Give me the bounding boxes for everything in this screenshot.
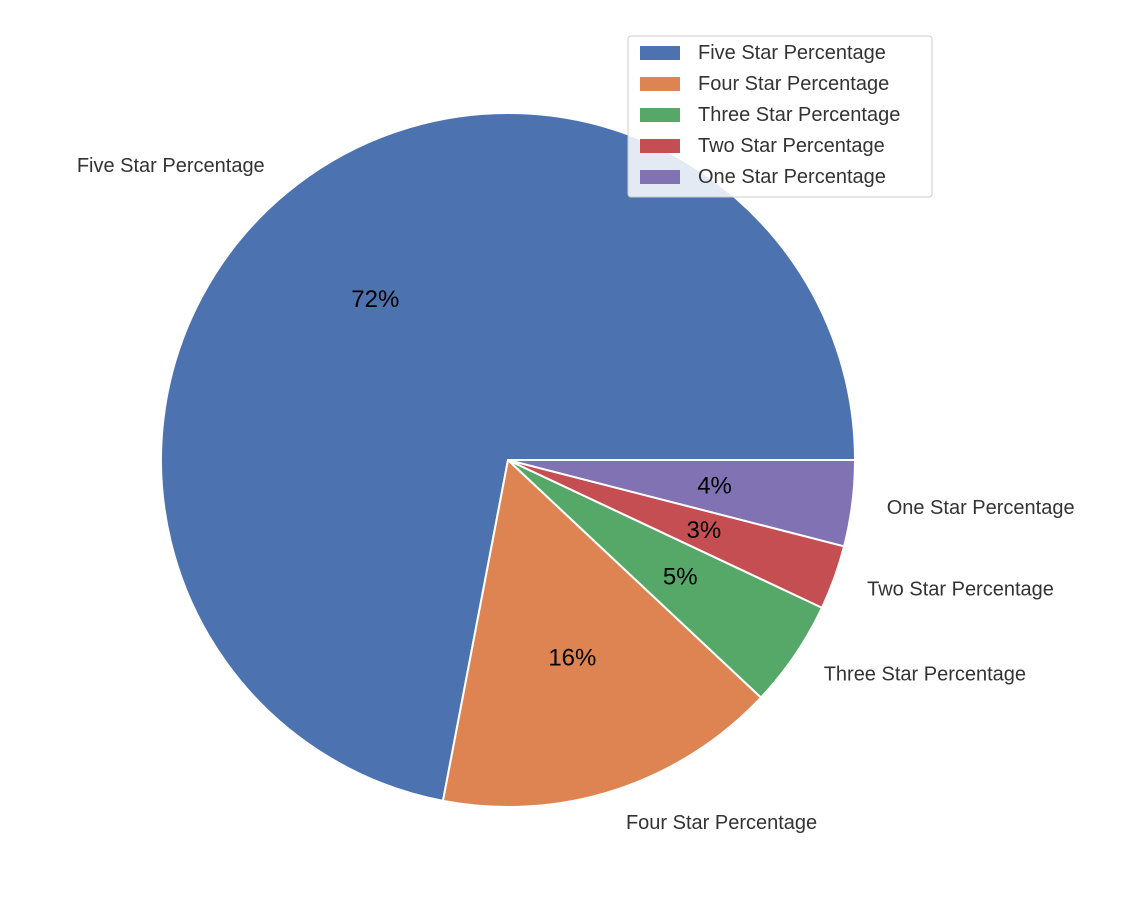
legend: Five Star Percentage Four Star Percentage… <box>627 35 933 198</box>
legend-swatch-two-star-percentage <box>640 139 680 153</box>
legend-swatch-four-star-percentage <box>640 77 680 91</box>
legend-label-three-star-percentage: Three Star Percentage <box>698 104 900 126</box>
percentage-labels: 72% 16% 5% 3% 4% <box>351 286 732 671</box>
legend-label-two-star-percentage: Two Star Percentage <box>698 135 885 157</box>
slice-four-star-percentage <box>441 459 762 808</box>
pct-label-two-star-percentage: 3% <box>687 517 722 544</box>
category-label-five-star-percentage: Five Star Percentage <box>77 155 265 177</box>
category-label-one-star-percentage: One Star Percentage <box>887 497 1075 519</box>
legend-swatch-one-star-percentage <box>640 170 680 184</box>
legend-swatch-five-star-percentage <box>640 46 680 60</box>
pct-label-three-star-percentage: 5% <box>663 564 698 591</box>
pct-label-one-star-percentage: 4% <box>697 473 732 500</box>
slice-one-star-percentage <box>507 459 856 548</box>
pct-label-five-star-percentage: 72% <box>351 286 399 313</box>
legend-entries: Five Star Percentage Four Star Percentage… <box>640 42 900 188</box>
category-label-two-star-percentage: Two Star Percentage <box>867 578 1054 600</box>
slice-five-star-percentage <box>160 112 856 802</box>
pie-slices <box>160 112 856 808</box>
category-labels: Five Star Percentage Four Star Percentage… <box>77 155 1075 834</box>
pct-label-four-star-percentage: 16% <box>548 645 596 672</box>
legend-label-four-star-percentage: Four Star Percentage <box>698 73 889 95</box>
category-label-four-star-percentage: Four Star Percentage <box>626 812 817 834</box>
legend-label-one-star-percentage: One Star Percentage <box>698 166 886 188</box>
category-label-three-star-percentage: Three Star Percentage <box>824 664 1026 686</box>
legend-frame <box>627 35 933 198</box>
legend-label-five-star-percentage: Five Star Percentage <box>698 42 886 64</box>
legend-swatch-three-star-percentage <box>640 108 680 122</box>
